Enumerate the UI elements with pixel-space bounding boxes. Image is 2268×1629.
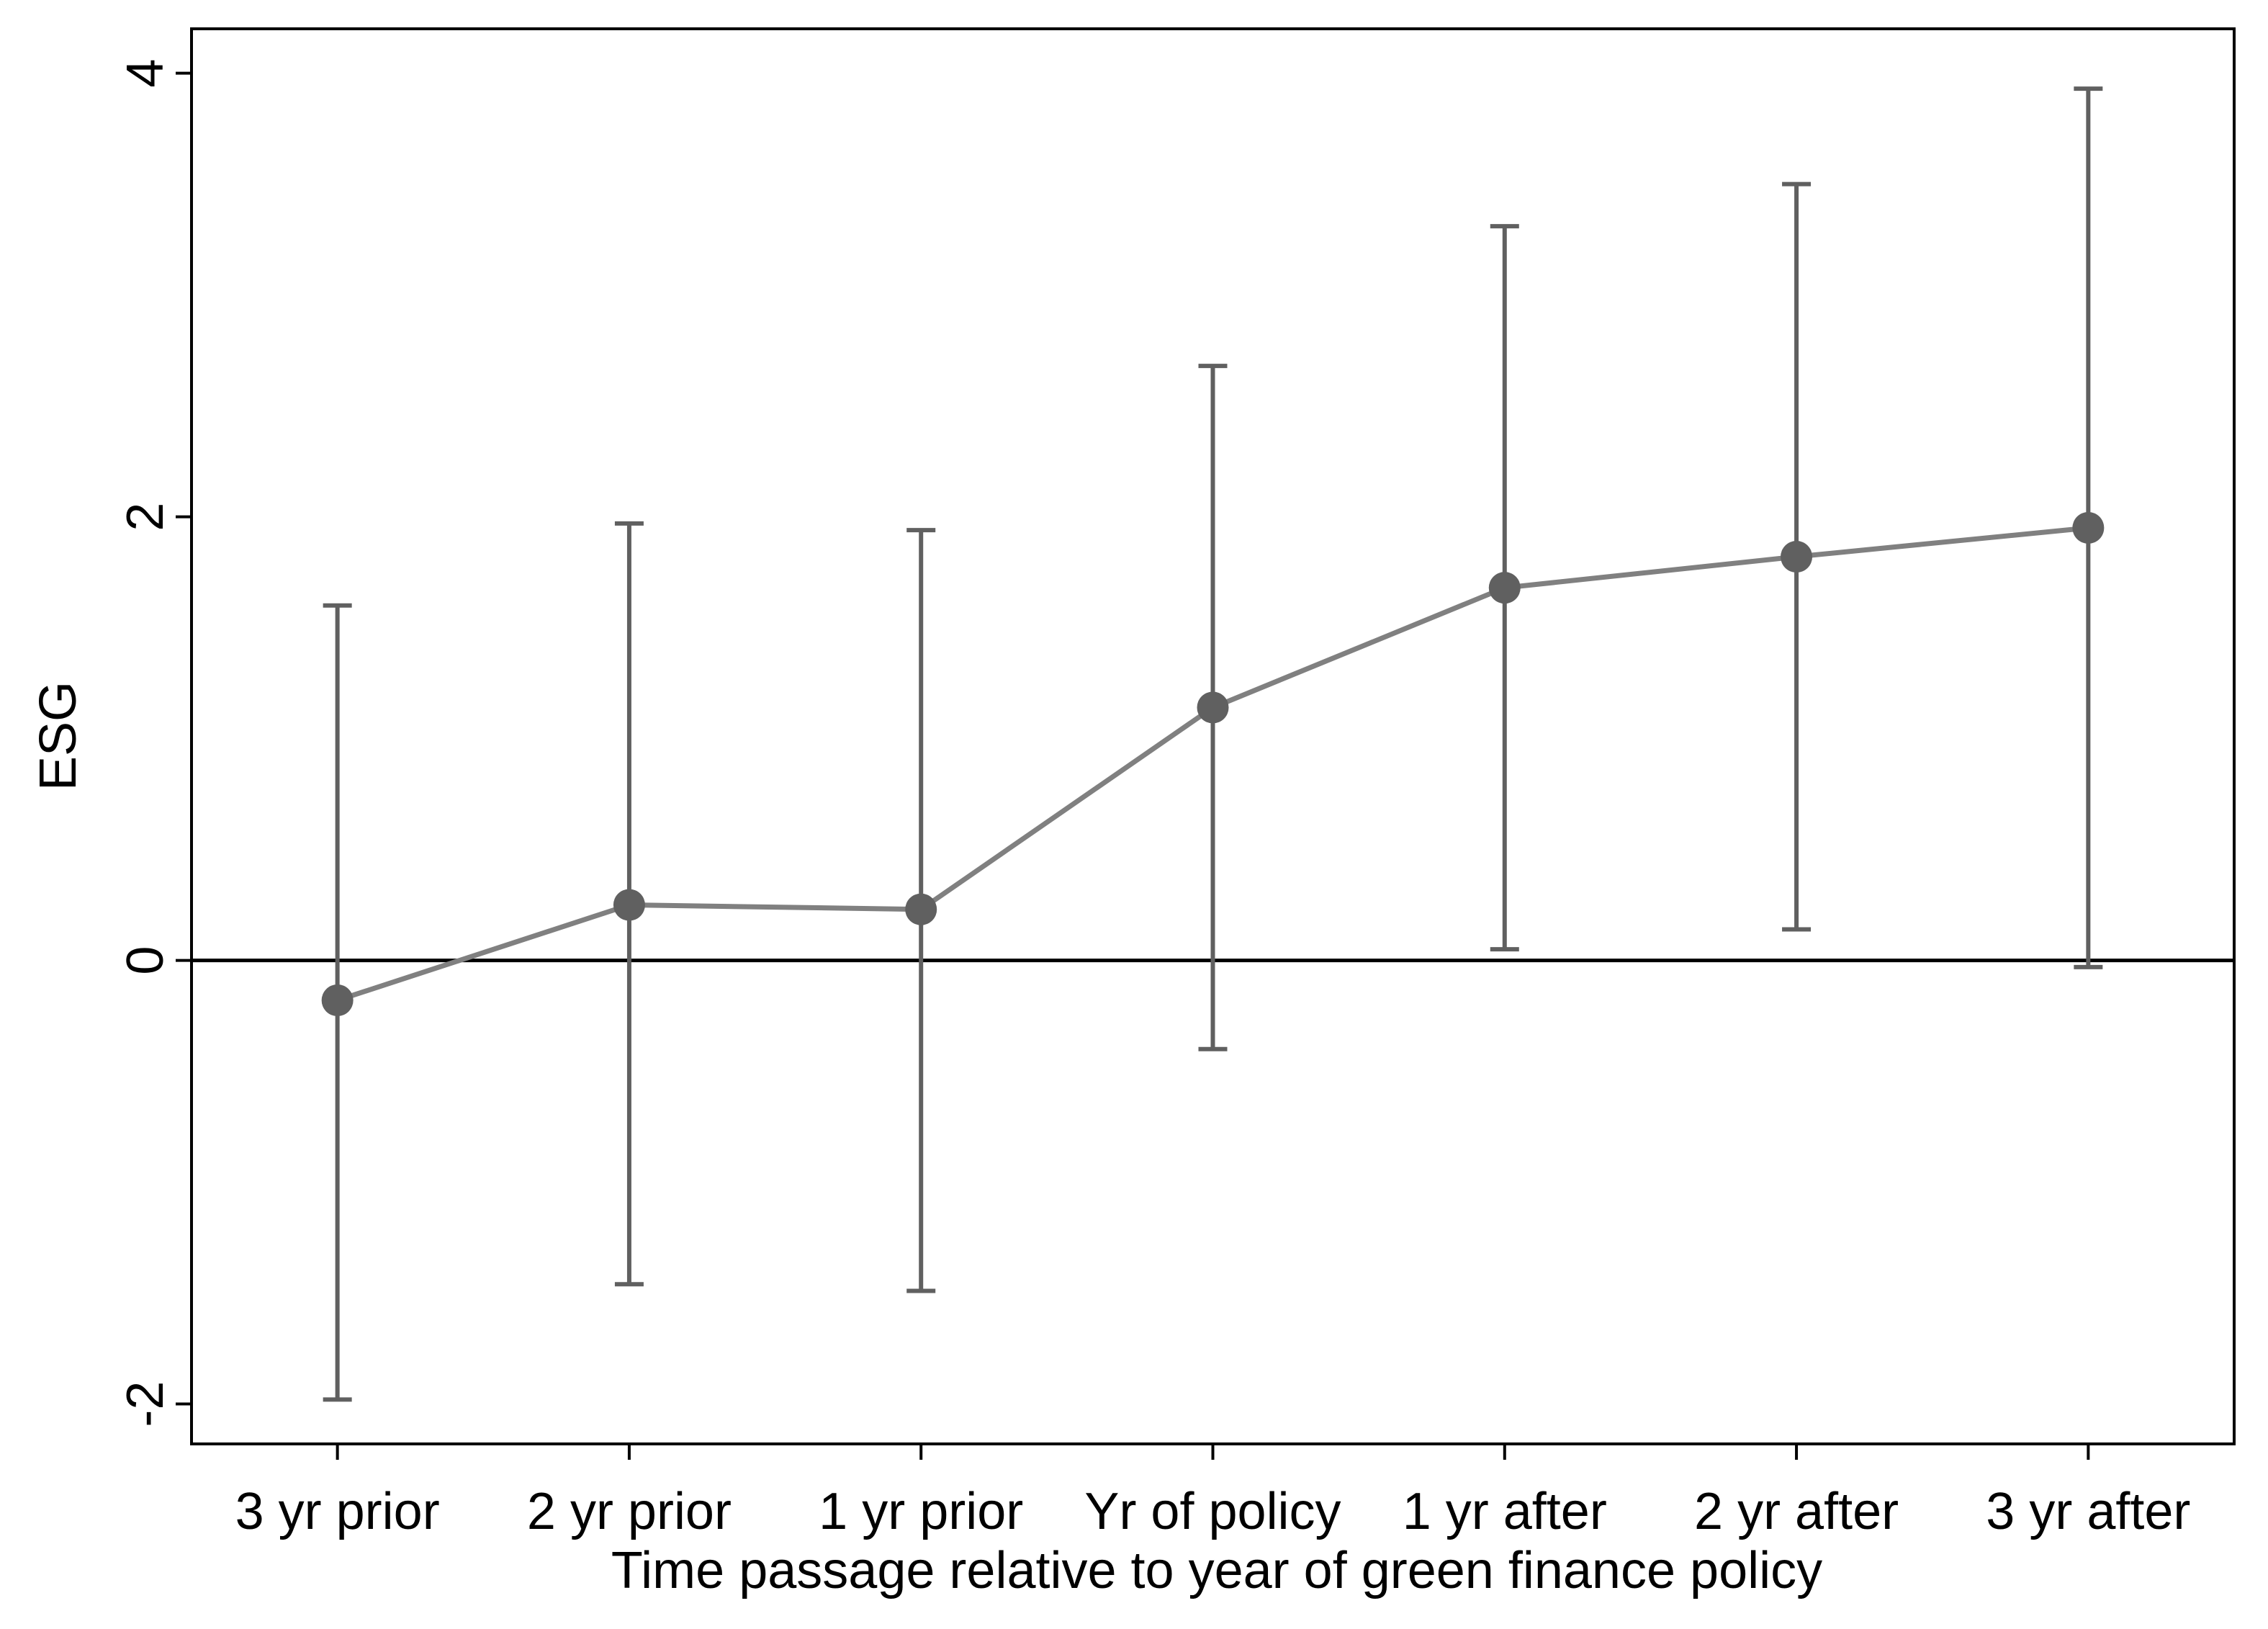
point — [613, 889, 645, 921]
x-tick-label: Yr of policy — [1084, 1483, 1341, 1540]
y-tick-label: 2 — [117, 503, 174, 531]
y-tick-label: -2 — [117, 1381, 174, 1427]
x-tick-label: 1 yr after — [1403, 1483, 1607, 1540]
x-axis-label: Time passage relative to year of green f… — [611, 1542, 1822, 1599]
x-tick-label: 2 yr prior — [527, 1483, 732, 1540]
x-tick-label: 1 yr prior — [819, 1483, 1023, 1540]
x-tick-label: 3 yr prior — [235, 1483, 440, 1540]
point — [321, 984, 354, 1017]
y-tick-label: 0 — [117, 946, 174, 975]
x-tick-label: 2 yr after — [1694, 1483, 1899, 1540]
point — [1488, 572, 1521, 604]
y-axis-label: ESG — [30, 681, 87, 791]
x-tick-label: 3 yr after — [1986, 1483, 2190, 1540]
y-tick-label: 4 — [117, 59, 174, 88]
point — [1781, 541, 1813, 573]
point — [2072, 511, 2105, 544]
point — [1197, 691, 1229, 724]
point — [905, 893, 937, 925]
